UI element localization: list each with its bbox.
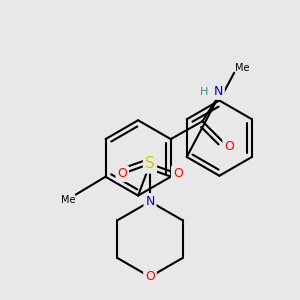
Text: O: O [224,140,234,152]
Text: Me: Me [235,63,249,73]
Text: O: O [117,167,127,180]
Text: O: O [173,167,183,180]
Text: H: H [200,86,208,97]
Text: Me: Me [61,194,75,205]
Text: N: N [214,85,223,98]
Text: O: O [145,270,155,283]
Text: N: N [145,195,155,208]
Text: S: S [145,156,155,171]
